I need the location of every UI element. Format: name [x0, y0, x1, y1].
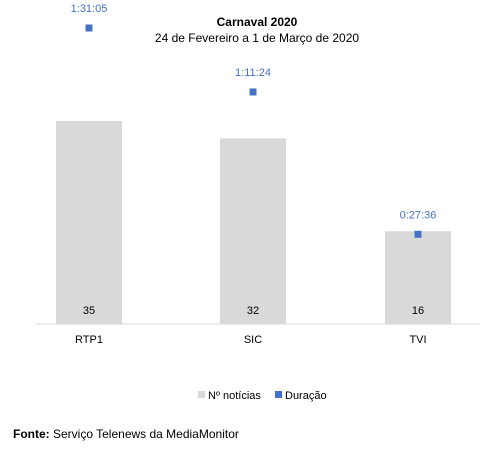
bar-sic: [220, 138, 286, 324]
legend-label-noticias: Nº notícias: [208, 390, 261, 402]
bar-value-rtp1: 35: [83, 305, 95, 317]
bar-value-tvi: 16: [412, 305, 424, 317]
duration-label-rtp1: 1:31:05: [71, 3, 108, 15]
chart-subtitle: 24 de Fevereiro a 1 de Março de 2020: [155, 31, 359, 45]
source-note: Fonte: Serviço Telenews da MediaMonitor: [13, 427, 239, 441]
duration-marker-tvi: [414, 230, 422, 238]
source-text: Serviço Telenews da MediaMonitor: [53, 427, 239, 441]
legend-swatch-noticias: [198, 391, 205, 398]
chart: Carnaval 2020 24 de Fevereiro a 1 de Mar…: [36, 3, 480, 402]
duration-label-tvi: 0:27:36: [400, 209, 437, 221]
legend-label-duracao: Duração: [285, 390, 327, 402]
x-tick-sic: SIC: [244, 334, 262, 346]
legend-swatch-duracao: [275, 391, 282, 398]
chart-marks: 35 RTP1 1:31:05 32 SIC 1:11:24 16 TVI 0:27:36: [56, 3, 451, 346]
x-tick-tvi: TVI: [409, 334, 426, 346]
duration-marker-sic: [249, 88, 257, 96]
duration-label-sic: 1:11:24: [235, 67, 271, 79]
duration-marker-rtp1: [85, 24, 93, 32]
bar-rtp1: [56, 121, 122, 324]
legend: Nº notícias Duração: [198, 390, 327, 402]
x-tick-rtp1: RTP1: [75, 334, 103, 346]
source-label: Fonte:: [13, 427, 50, 441]
bar-value-sic: 32: [247, 305, 259, 317]
bar-tvi: [385, 231, 451, 324]
chart-title: Carnaval 2020: [217, 15, 298, 29]
